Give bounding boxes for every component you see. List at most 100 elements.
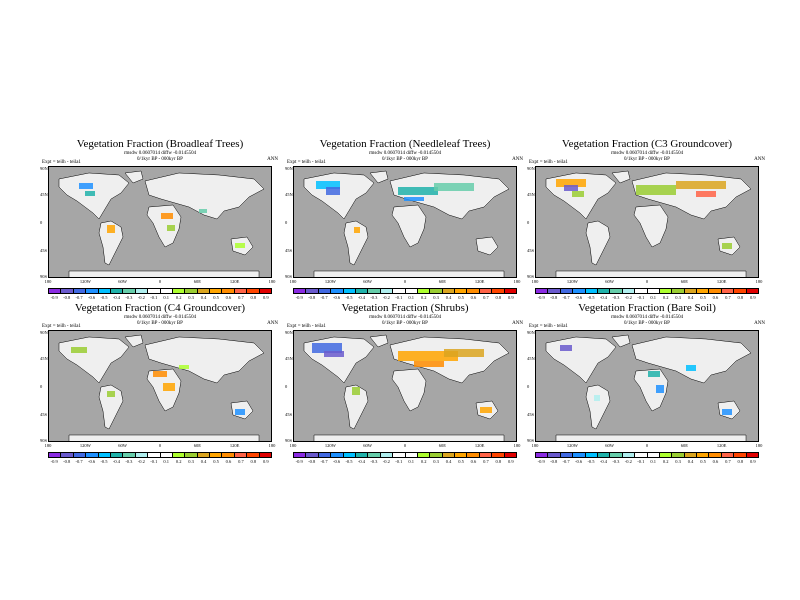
colorbar-tick-label: 0.5: [458, 459, 464, 464]
lon-tick-label: 60E: [680, 279, 688, 284]
lon-tick-label: 120W: [79, 443, 91, 448]
colorbar-tick-label: 0.5: [458, 295, 464, 300]
colorbar-tick-label: 0.7: [483, 459, 489, 464]
landmass: [391, 368, 427, 412]
panel-c3-groundcover: Vegetation Fraction (C3 Groundcover) rmsd…: [527, 138, 767, 313]
anomaly-patch: [434, 183, 474, 191]
colorbar-swatch: [492, 453, 505, 457]
colorbar-swatch: [430, 289, 443, 293]
landmass: [369, 170, 389, 184]
colorbar-swatch: [479, 453, 493, 457]
colorbar-tick-label: 0.9: [507, 459, 514, 464]
anomaly-patch: [107, 391, 115, 397]
colorbar-swatch: [222, 289, 235, 293]
stats-line: rmsdw 0.0607014 diffw -0.0145504: [610, 151, 684, 156]
experiment-label: Expt = teilh - teila1: [287, 324, 326, 329]
colorbar-tick-label: 0.9: [262, 459, 269, 464]
lon-tick-label: 180: [755, 443, 763, 448]
experiment-label: Expt = teilh - teila1: [42, 324, 81, 329]
anomaly-patch: [414, 361, 444, 367]
lat-tick-label: 90S: [527, 438, 535, 443]
colorbar-swatch: [86, 289, 99, 293]
landmass: [545, 336, 617, 384]
world-map: [58, 334, 265, 441]
lon-tick-label: 0: [403, 279, 407, 284]
colorbar-swatch: [234, 453, 248, 457]
anomaly-patch: [722, 409, 732, 415]
colorbar-swatch: [110, 289, 124, 293]
landmass: [633, 204, 669, 248]
landmass: [68, 270, 260, 277]
landmass: [303, 172, 375, 220]
landmass: [611, 334, 631, 348]
colorbar-tick-label: -0.4: [357, 295, 365, 300]
colorbar-tick-label: 0.7: [238, 459, 244, 464]
colorbar-swatch: [709, 453, 722, 457]
anomaly-patch: [444, 349, 484, 357]
lat-tick-label: 45S: [40, 248, 48, 253]
colorbar-tick-label: -0.7: [75, 459, 83, 464]
colorbar-swatch: [61, 289, 74, 293]
landmass: [343, 220, 369, 266]
lon-tick-label: 60W: [363, 279, 373, 284]
panel-c4-groundcover: Vegetation Fraction (C4 Groundcover) rmsd…: [40, 302, 280, 477]
colorbar-tick-label: 0.2: [420, 295, 427, 300]
landmass: [475, 236, 499, 256]
colorbar-tick-label: -0.6: [87, 459, 96, 464]
lat-tick-label: 45S: [285, 412, 293, 417]
colorbar-swatch: [610, 453, 623, 457]
colorbar-tick-label: -0.3: [612, 459, 620, 464]
stats-line: rmsdw 0.0607014 diffw -0.0145504: [123, 315, 197, 320]
landmass: [343, 384, 369, 430]
colorbar: [293, 288, 517, 294]
panel-bare-soil: Vegetation Fraction (Bare Soil) rmsdw 0.0…: [527, 302, 767, 477]
landmass: [58, 336, 130, 384]
lon-tick-label: 120E: [716, 443, 727, 448]
colorbar-swatch: [135, 453, 149, 457]
lon-tick-label: 120W: [79, 279, 91, 284]
landmass: [144, 336, 265, 384]
lon-tick-label: 0: [645, 443, 649, 448]
colorbar-tick-label: -0.6: [332, 459, 341, 464]
colorbar-swatch: [110, 453, 124, 457]
colorbar-tick-label: -0.7: [320, 459, 328, 464]
colorbar-swatch: [635, 289, 648, 293]
colorbar-tick-label: -0.6: [574, 459, 583, 464]
panel-title: Vegetation Fraction (Shrubs): [341, 302, 469, 314]
colorbar-swatch: [259, 453, 272, 457]
colorbar-swatch: [331, 453, 344, 457]
colorbar-tick-label: -0.2: [624, 459, 632, 464]
colorbar-swatch: [318, 453, 332, 457]
colorbar-tick-label: -0.5: [587, 459, 595, 464]
colorbar-tick-label: 0.3: [675, 295, 681, 300]
colorbar: [48, 288, 272, 294]
lat-tick-label: 45N: [285, 356, 293, 361]
anomaly-patch: [352, 387, 360, 395]
colorbar-swatch: [548, 289, 561, 293]
colorbar-tick-label: -0.6: [87, 295, 96, 300]
colorbar: [293, 452, 517, 458]
colorbar-tick-label: -0.5: [100, 295, 108, 300]
colorbar-swatch: [467, 289, 480, 293]
colorbar-swatch: [306, 453, 319, 457]
anomaly-patch: [594, 395, 600, 401]
anomaly-patch: [564, 185, 578, 191]
anomaly-patch: [648, 371, 660, 377]
colorbar-tick-label: 0.1: [163, 459, 170, 464]
period-line: 0/1kyr BP - 000kyr BP: [137, 321, 183, 326]
lon-tick-label: 180: [531, 279, 539, 284]
colorbar-tick-label: 0.7: [238, 295, 244, 300]
anomaly-patch: [354, 227, 360, 233]
map-plot: [293, 330, 517, 442]
landmass: [369, 334, 389, 348]
lat-tick-label: 90S: [40, 438, 48, 443]
colorbar-tick-label: -0.1: [637, 295, 645, 300]
anomaly-patch: [398, 187, 438, 195]
colorbar-tick-label: -0.4: [599, 295, 607, 300]
lon-tick-label: 180: [289, 443, 297, 448]
colorbar-tick-label: 0.3: [188, 459, 194, 464]
colorbar-swatch: [610, 289, 623, 293]
colorbar-tick-label: -0.7: [562, 295, 570, 300]
colorbar-tick-label: 0.2: [175, 459, 182, 464]
lat-tick-label: 0: [40, 384, 43, 389]
